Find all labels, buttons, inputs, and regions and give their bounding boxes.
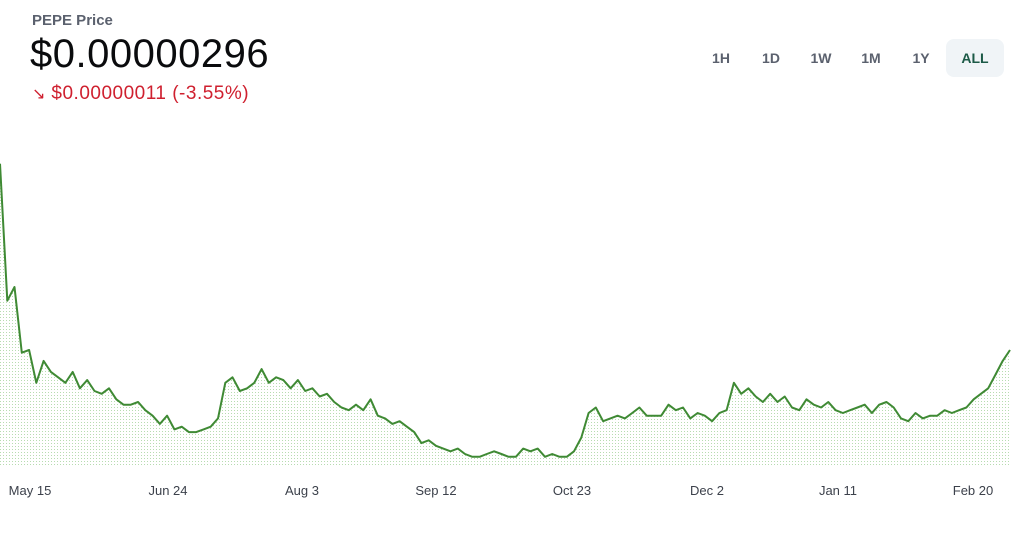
x-tick-label: Jan 11 xyxy=(819,483,857,498)
x-axis: May 15 Jun 24 Aug 3 Sep 12 Oct 23 Dec 2 Jan 11… xyxy=(9,483,994,498)
range-button-1d[interactable]: 1D xyxy=(746,39,796,77)
price-chart[interactable]: May 15 Jun 24 Aug 3 Sep 12 Oct 23 Dec 2 Jan 11… xyxy=(0,110,1024,510)
x-tick-label: Sep 12 xyxy=(415,483,456,498)
time-range-selector: 1H 1D 1W 1M 1Y ALL xyxy=(696,39,1004,77)
x-tick-label: Jun 24 xyxy=(148,483,187,498)
x-tick-label: Aug 3 xyxy=(285,483,319,498)
price-change: ↘ $0.00000011 (-3.55%) xyxy=(32,83,249,105)
range-button-1h[interactable]: 1H xyxy=(696,39,746,77)
current-price: $0.00000296 xyxy=(30,32,270,76)
trend-down-icon: ↘ xyxy=(32,86,46,103)
price-line xyxy=(0,163,1011,458)
range-button-1y[interactable]: 1Y xyxy=(896,39,946,77)
x-tick-label: Feb 20 xyxy=(953,483,993,498)
range-button-1w[interactable]: 1W xyxy=(796,39,846,77)
price-area-fill xyxy=(0,163,1010,465)
x-tick-label: Dec 2 xyxy=(690,483,724,498)
range-button-all[interactable]: ALL xyxy=(946,39,1004,77)
asset-title: PEPE Price xyxy=(32,12,113,29)
range-button-1m[interactable]: 1M xyxy=(846,39,896,77)
x-tick-label: May 15 xyxy=(9,483,52,498)
price-change-value: $0.00000011 (-3.55%) xyxy=(51,83,250,104)
x-tick-label: Oct 23 xyxy=(553,483,591,498)
